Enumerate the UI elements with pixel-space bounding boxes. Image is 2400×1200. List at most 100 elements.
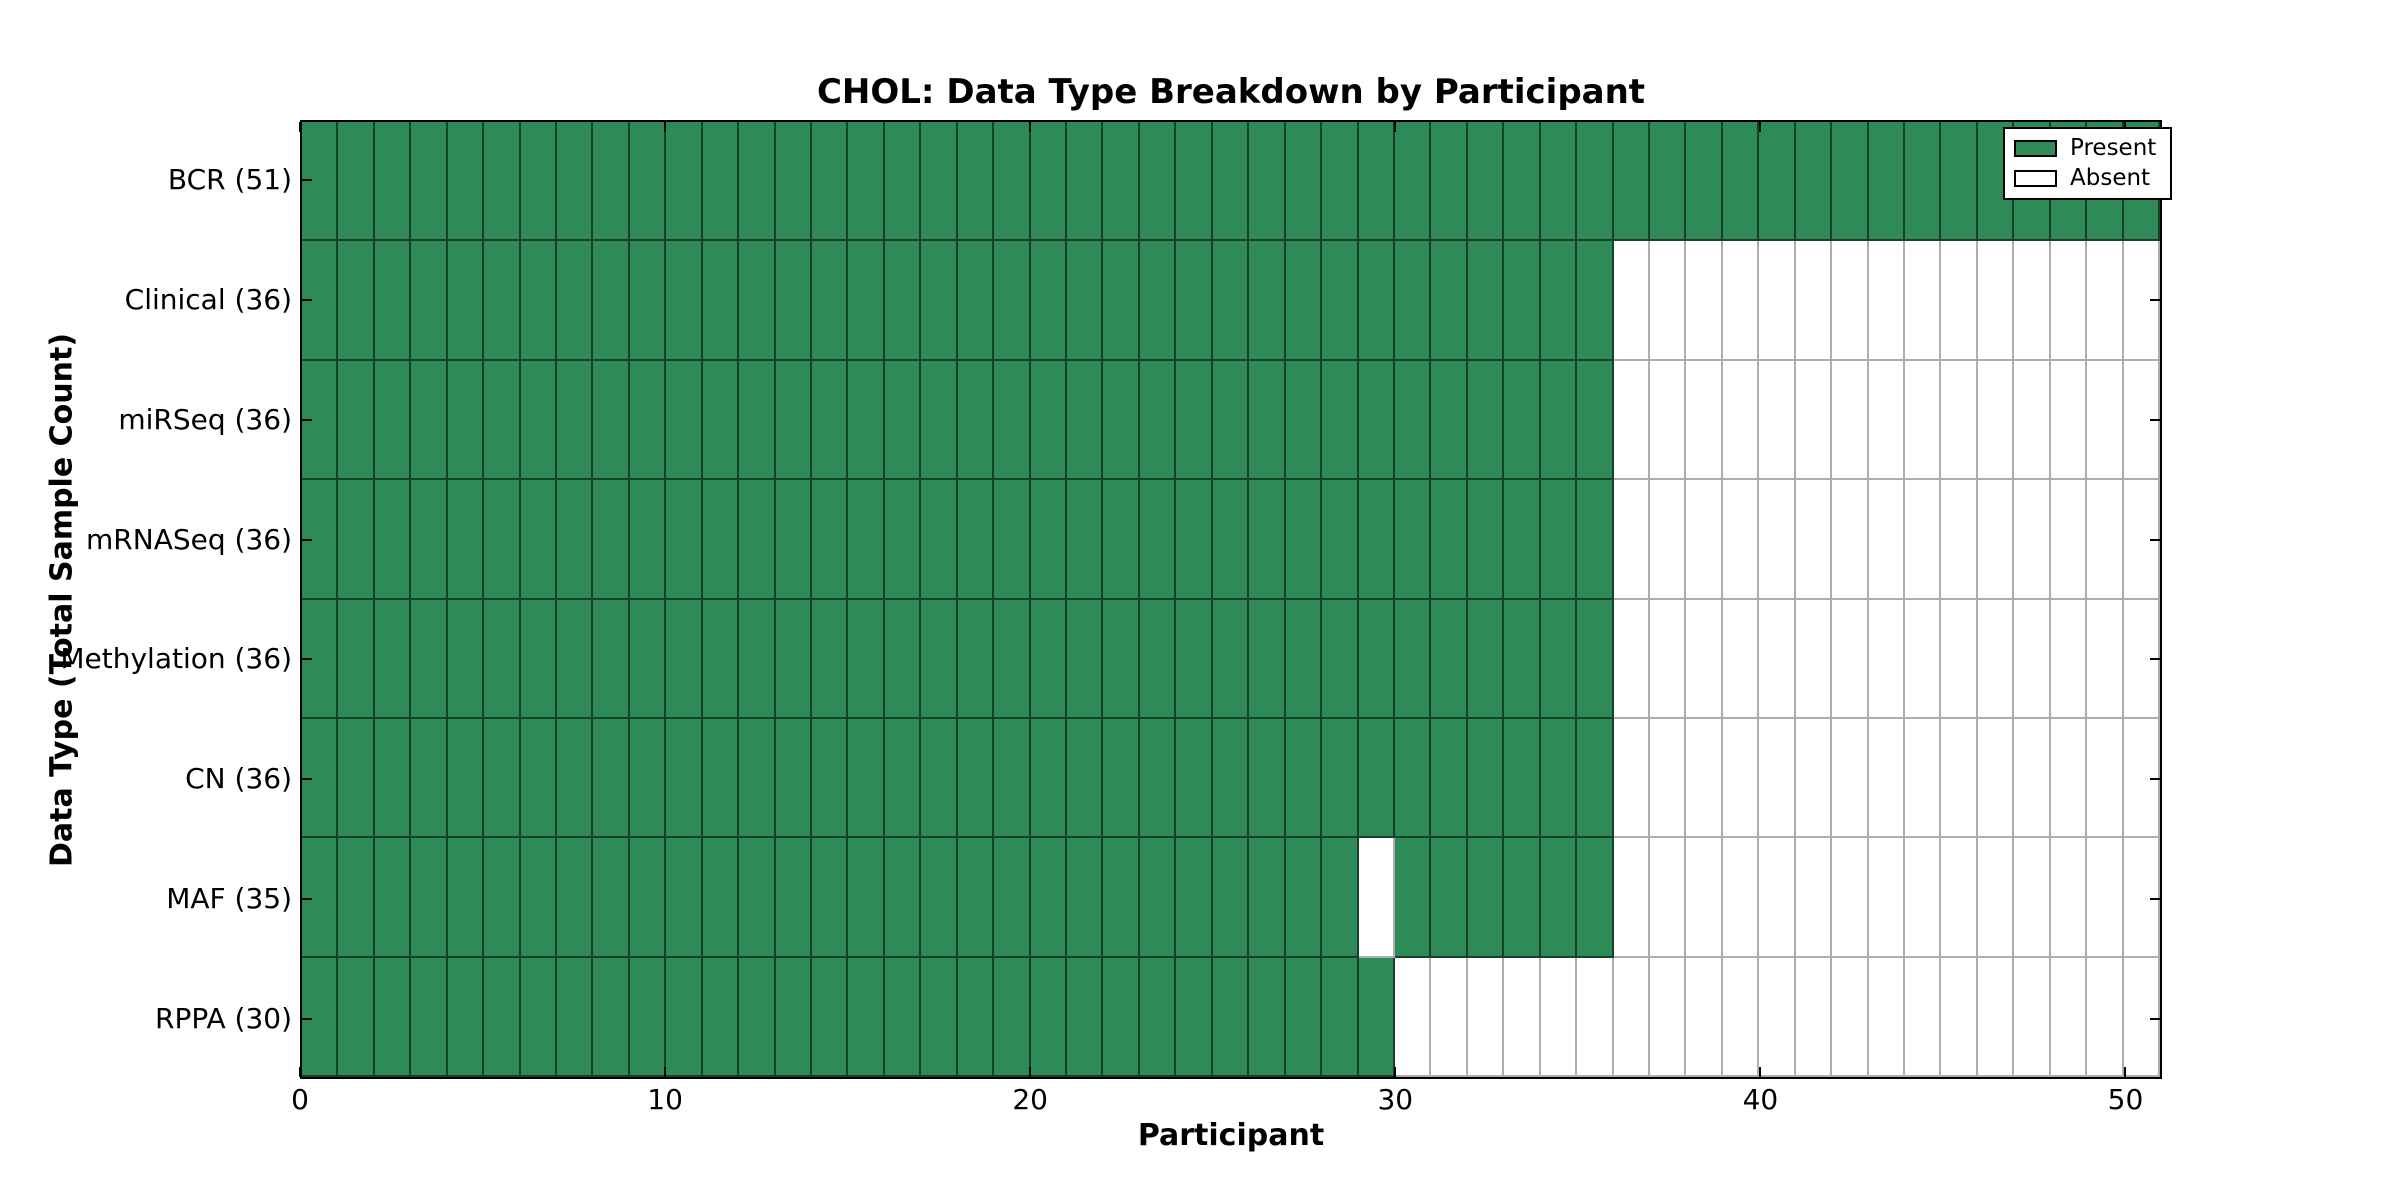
heatmap-cell [2050,360,2088,481]
heatmap-cell [1904,122,1942,242]
heatmap-cell [520,957,558,1077]
heatmap-cell [1686,957,1723,1077]
heatmap-cell [1904,957,1942,1077]
heatmap-cell [411,241,448,361]
heatmap-cell [1977,718,2015,839]
heatmap-cell [1795,360,1833,481]
heatmap-cell [1540,957,1578,1077]
heatmap-cell [1467,360,1505,481]
heatmap-cell [1613,838,1650,958]
heatmap-cell [1540,122,1578,242]
heatmap-cell [411,360,448,481]
heatmap-cell [1904,718,1942,839]
heatmap-cell [1103,360,1140,481]
heatmap-cell [884,360,922,481]
y-tick-label: MAF (35) [166,882,292,916]
heatmap-cell [1176,838,1213,958]
x-axis-label: Participant [1137,1118,1325,1153]
heatmap-cell [848,360,885,481]
heatmap-cell [1467,241,1505,361]
heatmap-cell [1722,599,1760,719]
heatmap-cell [447,957,485,1077]
x-tick-mark [1394,1067,1397,1077]
heatmap-cell [2014,599,2051,719]
heatmap-cell [520,718,558,839]
heatmap-cell [1832,718,1869,839]
heatmap-cell [1358,838,1395,958]
heatmap-cell [1540,480,1578,600]
heatmap-cell [1103,838,1140,958]
heatmap-cell [2087,480,2124,600]
heatmap-cell [775,957,813,1077]
heatmap-cell [1067,122,1104,242]
heatmap-cell [739,718,776,839]
heatmap-cell [812,718,849,839]
heatmap-cell [1759,122,1796,242]
heatmap-cell [1977,360,2015,481]
heatmap-cell [629,599,667,719]
heatmap-cell [812,957,849,1077]
heatmap-cell [739,957,776,1077]
heatmap-cell [1540,599,1578,719]
heatmap-cell [1540,718,1578,839]
heatmap-cell [1285,480,1323,600]
heatmap-cell [1067,241,1104,361]
heatmap-cell [1467,957,1505,1077]
heatmap-cell [1285,599,1323,719]
heatmap-cell [1358,599,1395,719]
heatmap-cell [1577,718,1614,839]
x-tick-label: 50 [2107,1083,2144,1116]
heatmap-cell [411,122,448,242]
heatmap-cell [593,957,630,1077]
heatmap-cell [1212,241,1250,361]
x-tick-mark [1759,1067,1762,1077]
heatmap-cell [812,360,849,481]
heatmap-cell [994,122,1031,242]
y-tick-mark [2150,538,2160,541]
heatmap-cell [1212,360,1250,481]
heatmap-cell [1832,480,1869,600]
heatmap-cell [812,838,849,958]
heatmap-cell [302,241,339,361]
heatmap-cell [994,599,1031,719]
heatmap-cell [848,838,885,958]
heatmap-cell [1722,957,1760,1077]
heatmap-cell [1722,360,1760,481]
heatmap-cell [921,838,958,958]
heatmap-cell [1285,241,1323,361]
heatmap-cell [1504,360,1541,481]
heatmap-cell [1358,122,1395,242]
heatmap-cell [1977,957,2015,1077]
y-tick-mark [302,538,312,541]
heatmap-cell [848,599,885,719]
heatmap-cell [957,122,995,242]
heatmap-cell [374,122,412,242]
heatmap-cell [1139,957,1177,1077]
heatmap-cell [1759,360,1796,481]
heatmap-cell [447,718,485,839]
heatmap-cell [1212,718,1250,839]
heatmap-cell [1649,360,1687,481]
heatmap-cell [739,480,776,600]
heatmap-cell [1176,122,1213,242]
heatmap-cell [1868,599,1905,719]
heatmap-cell [848,241,885,361]
heatmap-cell [775,241,813,361]
heatmap-cell [1941,122,1978,242]
heatmap-cell [1212,122,1250,242]
heatmap-cell [1540,360,1578,481]
heatmap-cell [1285,957,1323,1077]
heatmap-cell [1322,599,1359,719]
heatmap-cell [2014,838,2051,958]
heatmap-cell [1722,241,1760,361]
heatmap-cell [957,241,995,361]
heatmap-cell [1795,838,1833,958]
heatmap-cell [1977,838,2015,958]
heatmap-cell [1722,122,1760,242]
heatmap-cell [1795,957,1833,1077]
heatmap-cell [1030,241,1068,361]
heatmap-cell [775,480,813,600]
heatmap-cell [1103,599,1140,719]
heatmap-cell [338,360,375,481]
heatmap-cell [2087,241,2124,361]
